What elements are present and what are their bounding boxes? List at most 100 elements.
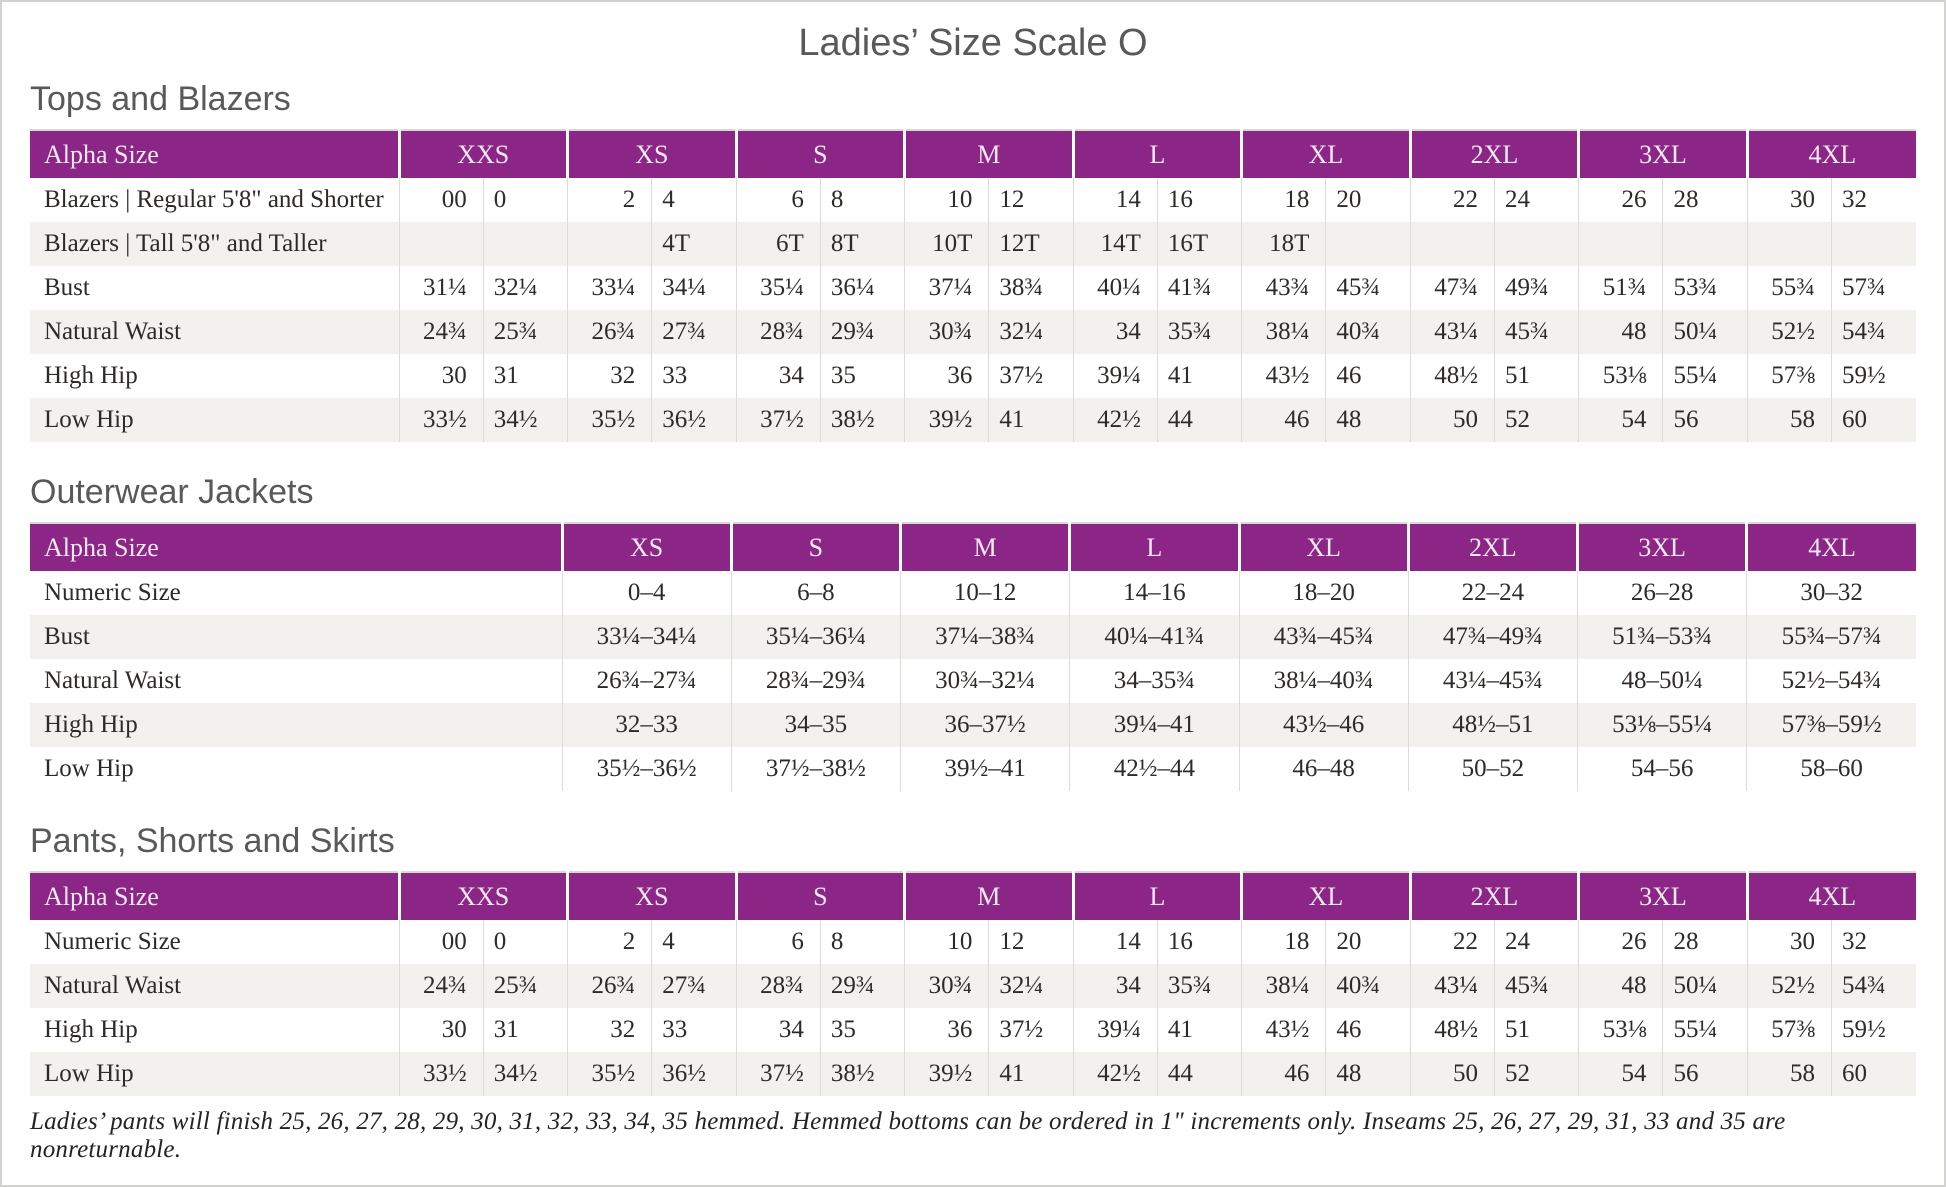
size-cell: 48½–51 [1407,703,1578,747]
size-cell: 34 [1072,964,1158,1008]
size-cell: 54¾ [1831,964,1916,1008]
size-cell: 29¾ [819,310,905,354]
size-cell [1325,222,1411,266]
size-cell: 38¾ [988,266,1074,310]
size-column-header: XS [566,130,737,178]
size-cell: 51¾ [1578,266,1663,310]
size-cell: 52½ [1746,964,1832,1008]
size-cell: 29¾ [819,964,905,1008]
size-cell: 0–4 [561,571,732,615]
table-row: Low Hip 33½ 34½ 35½ 36½ 37½ 38½ 39½ 41 42½ 44 46 48 5… [30,398,1916,442]
size-cell: 50 [1409,398,1495,442]
size-cell: 55¼ [1662,1008,1748,1052]
size-cell: 35 [819,354,905,398]
size-cell: 33¼–34¼ [561,615,732,659]
size-cell: 43¼–45¾ [1407,659,1578,703]
size-cell: 32¼ [988,310,1074,354]
size-cell: 34 [1072,310,1158,354]
size-cell: 52 [1493,398,1579,442]
size-cell: 18T [1241,222,1326,266]
row-label: Numeric Size [44,928,181,955]
size-cell: 43¾ [1241,266,1326,310]
size-cell: 26¾ [567,964,652,1008]
corner-header: Alpha Size [30,523,562,571]
size-cell: 24¾ [398,964,484,1008]
size-cell: 34 [735,1008,821,1052]
row-label: Bust [44,623,90,650]
size-cell: 10T [904,222,989,266]
outerwear-table: Alpha Size XS S M L XL 2XL 3XL 4XL Numeric Size 0–… [30,522,1916,791]
size-cell: 44 [1156,398,1242,442]
size-cell: 18 [1241,178,1326,222]
size-cell: 53⅛–55¼ [1576,703,1747,747]
size-cell: 30 [398,1008,484,1052]
size-column-header: M [903,872,1074,920]
size-column-header: 3XL [1577,872,1748,920]
size-cell: 0 [482,920,568,964]
size-cell: 32 [1831,920,1916,964]
size-cell: 51¾–53¾ [1576,615,1747,659]
size-cell: 54 [1578,1052,1663,1096]
size-cell: 26¾ [567,310,652,354]
size-cell [1662,222,1748,266]
size-cell: 53¾ [1662,266,1748,310]
size-column-header: L [1071,130,1242,178]
size-cell: 60 [1831,1052,1916,1096]
row-label: Natural Waist [44,972,182,999]
size-cell: 50¼ [1662,964,1748,1008]
size-cell: 30–32 [1746,571,1916,615]
size-cell: 40¾ [1325,310,1411,354]
size-cell: 56 [1662,398,1748,442]
size-cell: 48½ [1409,1008,1495,1052]
size-cell: 18–20 [1238,571,1409,615]
size-cell: 28 [1662,178,1748,222]
tops-table: Alpha Size XXS XS S M L XL 2XL 3XL 4XL Blazers | R… [30,129,1916,442]
size-cell: 58 [1746,398,1832,442]
size-column-header: XL [1240,872,1411,920]
size-cell: 39¼–41 [1069,703,1239,747]
size-cell: 40¾ [1325,964,1411,1008]
size-cell: 30 [1746,920,1832,964]
size-cell: 50 [1409,1052,1495,1096]
size-cell: 24 [1493,920,1579,964]
size-cell: 48–50¼ [1576,659,1747,703]
size-cell: 38¼ [1241,310,1326,354]
size-cell: 48 [1325,398,1411,442]
size-column-header: XXS [397,872,568,920]
size-cell: 40¼–41¾ [1069,615,1239,659]
size-cell: 48 [1578,310,1663,354]
size-column-header: 4XL [1745,523,1916,571]
size-cell: 14T [1072,222,1158,266]
size-cell: 37½ [988,1008,1074,1052]
size-cell: 22 [1409,178,1495,222]
table-row: Low Hip 33½ 34½ 35½ 36½ 37½ 38½ 39½ 41 42½ 44 46 48 5… [30,1052,1916,1096]
size-cell: 30¾ [904,310,989,354]
row-label: Natural Waist [44,318,182,345]
size-cell: 33 [651,354,737,398]
size-cell: 14–16 [1069,571,1239,615]
row-label: Blazers | Regular 5'8" and Shorter [44,186,384,213]
size-cell: 33½ [398,398,484,442]
row-label: Numeric Size [44,579,181,606]
size-cell: 33¼ [567,266,652,310]
size-cell: 28¾–29¾ [730,659,901,703]
size-cell: 28¾ [735,310,821,354]
size-cell: 52½ [1746,310,1832,354]
size-cell: 34½ [482,1052,568,1096]
table-row: Numeric Size 0–4 6–8 10–12 14–16 18–20 22–24 26… [30,571,1916,615]
size-cell: 48 [1325,1052,1411,1096]
size-cell: 35¾ [1156,310,1242,354]
size-cell: 51 [1493,1008,1579,1052]
size-cell: 46 [1325,1008,1411,1052]
size-cell: 41 [988,398,1074,442]
size-cell: 36¼ [819,266,905,310]
size-cell: 25¾ [482,964,568,1008]
size-cell: 30¾–32¼ [899,659,1070,703]
size-cell: 34–35 [730,703,901,747]
size-cell: 54 [1578,398,1663,442]
size-cell: 26 [1578,178,1663,222]
size-cell: 33½ [398,1052,484,1096]
header-row: Alpha Size XXS XS S M L XL 2XL 3XL 4XL [30,130,1916,178]
size-cell [482,222,568,266]
size-cell: 24 [1493,178,1579,222]
